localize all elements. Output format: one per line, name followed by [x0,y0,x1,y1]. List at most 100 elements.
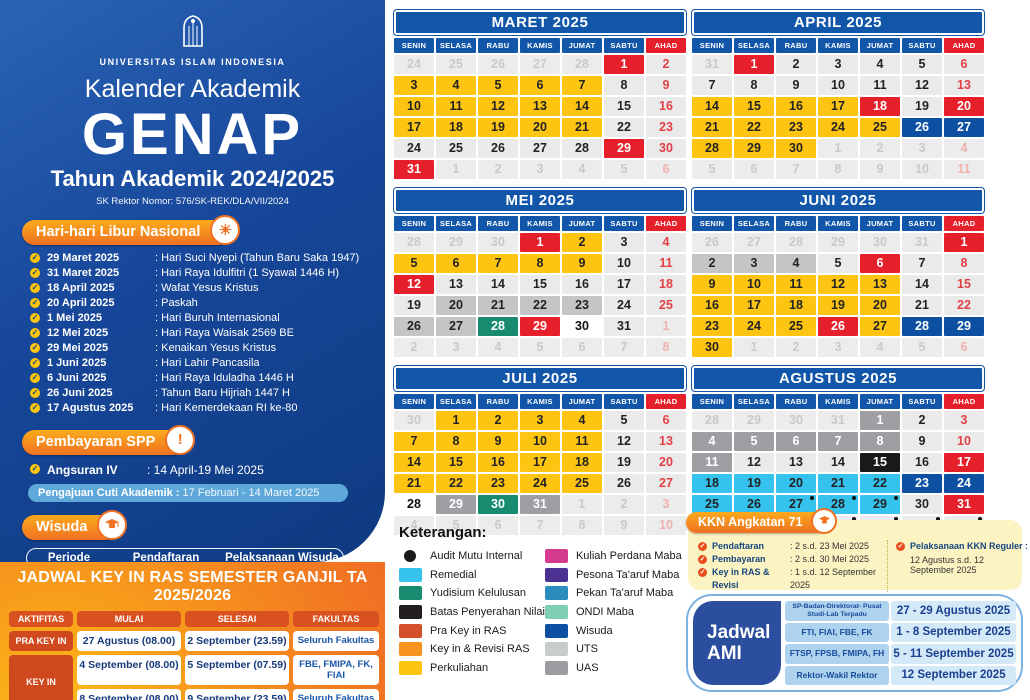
day-cell: 7 [818,432,858,451]
ami-unit: FTSP, FPSB, FMIPA, FH [785,644,889,664]
day-number: 23 [915,476,929,490]
day-number: 10 [659,518,673,532]
day-cell: 30 [562,317,602,336]
day-cell: 8 [818,160,858,179]
day-number: 2 [494,162,502,176]
day-number: 25 [575,476,589,490]
weekday-header: SABTU [902,394,942,409]
weekday-header: AHAD [646,394,686,409]
legend-item: Yudisium Kelulusan [399,584,545,603]
day-cell: 3 [818,338,858,357]
day-cell: 1 [734,338,774,357]
day-cell: 28 [776,233,816,252]
wisuda-title: Wisuda [36,518,88,535]
weekday-header: SENIN [394,38,434,53]
day-number: 16 [789,99,803,113]
day-cell: 26 [478,139,518,158]
holiday-desc: : Tahun Baru Hijriah 1447 H [155,386,290,399]
ami-unit: Rektor-Wakil Rektor [785,665,889,685]
uii-logo [0,0,385,53]
day-cell: 27 [944,118,984,137]
day-number: 18 [789,298,803,312]
day-cell: 1 [944,233,984,252]
day-cell: 26 [478,55,518,74]
legend-swatch [404,550,416,563]
holiday-row: ✓ 29 Mei 2025: Kenaikan Yesus Kristus [30,342,385,355]
day-cell: 20 [860,296,900,315]
weekday-header: KAMIS [818,216,858,231]
day-number: 12 [491,99,505,113]
day-number: 26 [747,497,761,511]
day-grid: 24 25 26 27 28 1 2 3 4 5 6 7 8 9 10 11 12 13 14 15 16 17 18 19 2… [394,55,686,179]
weekday-header-row: SENIN SELASA RABU KAMIS JUMAT SABTU AHAD [692,394,984,409]
legend-swatch [544,586,568,601]
day-number: 3 [410,78,418,92]
day-number: 22 [533,298,547,312]
holiday-row: ✓ 1 Mei 2025: Hari Buruh Internasional [30,312,385,325]
day-cell: 17 [944,453,984,472]
day-number: 14 [915,277,929,291]
day-cell: 28 [902,317,942,336]
ami-title-line1: Jadwal [707,622,771,643]
day-number: 26 [491,57,505,71]
day-number: 28 [789,235,803,249]
day-cell: 22 [436,474,476,493]
check-icon: ✓ [30,312,40,323]
day-cell: 25 [776,317,816,336]
day-cell: 17 [734,296,774,315]
day-number: 25 [659,298,673,312]
jadwal-ami-box: Jadwal AMI SP-Badan-Direktorat- Pusat St… [686,594,1023,692]
kkn-box: KKN Angkatan 71 ✓ Pendaftaran: 2 s.d. 23 … [686,508,1028,592]
day-number: 6 [960,340,968,354]
day-number: 27 [659,476,673,490]
day-cell: 10 [394,97,434,116]
kkn-right-label: Pelaksanaan KKN Reguler : [910,541,1029,551]
day-cell: 17 [604,275,644,294]
ami-row: Rektor-Wakil Rektor 12 September 2025 [785,665,1016,685]
ami-row: FTI, FIAI, FBE, FK 1 - 8 September 2025 [785,622,1016,642]
legend-label: Wisuda [575,624,613,637]
day-cell: 3 [520,411,560,430]
day-number: 1 [452,413,460,427]
day-number: 11 [789,277,803,291]
day-cell: 23 [692,317,732,336]
day-number: 26 [831,319,845,333]
holiday-desc: : Hari Raya Iduladha 1446 H [155,371,294,384]
legend-label: Perkuliahan [430,661,489,674]
day-number: 22 [449,476,463,490]
day-number: 5 [620,162,628,176]
weekday-header-row: SENIN SELASA RABU KAMIS JUMAT SABTU AHAD [394,394,686,409]
day-cell: 31 [944,495,984,514]
day-number: 12 [407,277,421,291]
legend-label: Batas Penyerahan Nilai [430,606,545,619]
day-cell: 12 [734,453,774,472]
kkn-item-value: : 1 s.d. 12 September 2025 [790,567,877,590]
day-number: 10 [533,434,547,448]
day-cell: 6 [562,338,602,357]
day-number: 1 [960,235,968,249]
ami-unit: FTI, FIAI, FBE, FK [785,622,889,642]
legend-right-column: Kuliah Perdana Maba Pesona Ta'aruf Maba Pe… [544,547,684,677]
day-cell: 17 [394,118,434,137]
day-number: 23 [575,298,589,312]
day-cell: 14 [818,453,858,472]
keyin-cell: 27 Agustus (08.00) [77,631,181,651]
day-cell: 3 [646,495,686,514]
holidays-title: Hari-hari Libur Nasional [36,224,201,240]
weekday-header: KAMIS [520,216,560,231]
day-number: 29 [449,235,463,249]
day-number: 4 [876,57,884,71]
day-number: 5 [536,340,544,354]
day-number: 19 [747,476,761,490]
day-cell: 10 [646,516,686,535]
day-cell: 20 [520,118,560,137]
holiday-desc: : Hari Lahir Pancasila [155,356,260,369]
day-number: 11 [449,99,463,113]
kkn-graduate-icon [811,508,838,534]
holiday-date: 17 Agustus 2025 [47,401,134,414]
day-cell: 24 [394,139,434,158]
day-grid: 30 1 2 3 4 5 6 7 8 9 10 11 12 13 14 15 16 17 18 19 20 21 22 23 2… [394,411,686,535]
day-cell: 27 [776,495,816,514]
weekday-header: JUMAT [562,394,602,409]
day-number: 17 [407,120,421,134]
